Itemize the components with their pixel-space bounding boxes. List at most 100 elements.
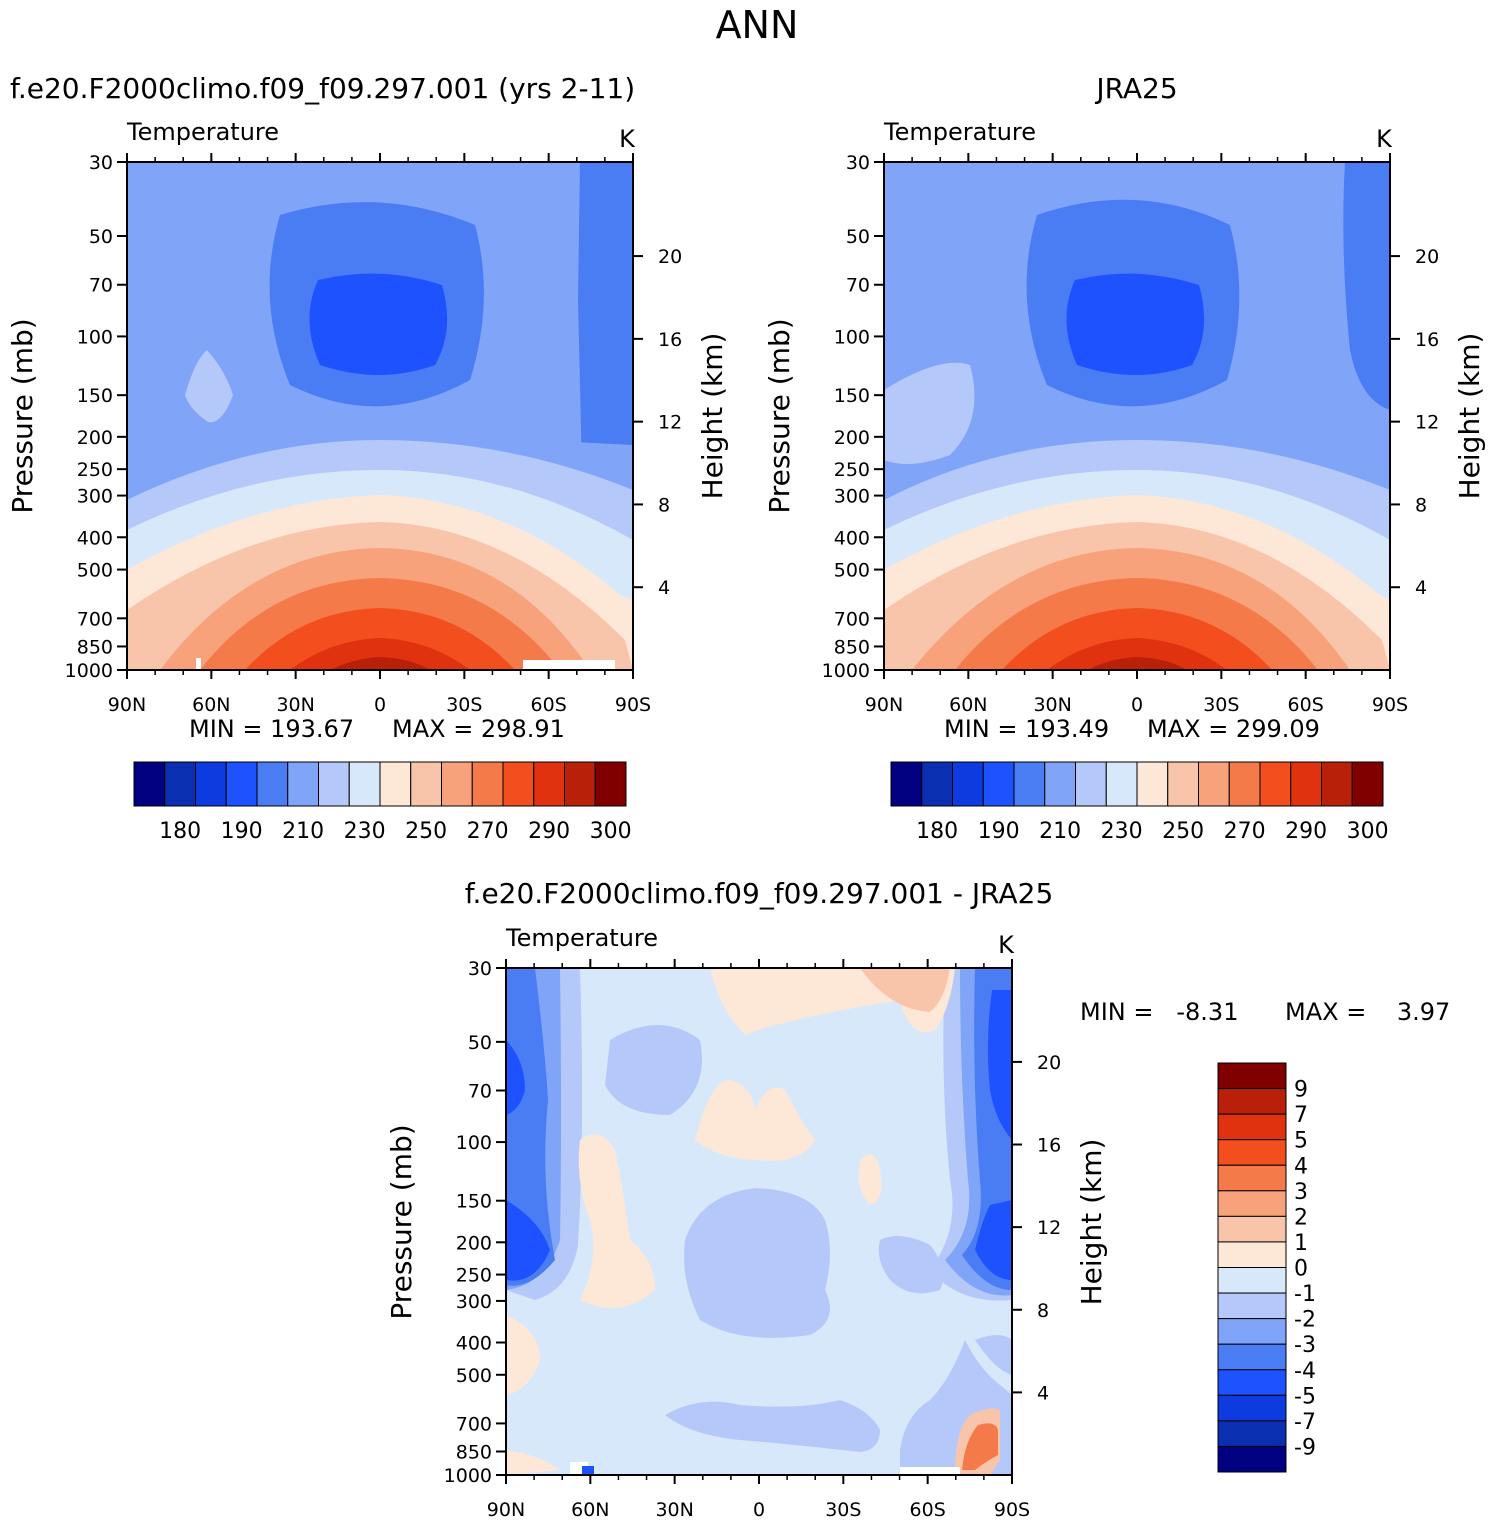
pressure-tick-label: 200 [834,427,870,449]
colorbar-label: 300 [1347,819,1389,844]
height-tick-label: 16 [658,329,682,351]
pressure-tick-label: 70 [89,275,113,297]
panel-model-title: f.e20.F2000climo.f09_f09.297.001 (yrs 2-… [10,72,635,105]
colorbar-swatch [318,761,350,807]
colorbar-label: 190 [978,819,1020,844]
colorbar-label: -9 [1294,1435,1316,1460]
height-tick-label: 8 [658,494,670,516]
latitude-tick-label: 60N [571,1499,609,1521]
pressure-tick-label: 400 [456,1333,492,1355]
colorbar-swatch [1217,1190,1287,1217]
colorbar-swatch [441,761,473,807]
colorbar-label: 210 [282,819,324,844]
panel-model-min: MIN = 193.67 [189,715,354,743]
panel-model-y2label: Height (km) [696,333,729,500]
pressure-tick-label: 300 [456,1291,492,1313]
latitude-tick-label: 60N [192,694,230,716]
height-tick-label: 20 [1037,1052,1061,1074]
latitude-tick-label: 30N [655,1499,693,1521]
colorbar-swatch [1217,1062,1287,1090]
colorbar-swatch [1167,761,1199,807]
height-tick-label: 8 [1415,494,1427,516]
colorbar-label: -3 [1294,1333,1316,1358]
colorbar-swatch [1290,761,1322,807]
latitude-tick-label: 30S [1203,694,1239,716]
panel-obs-min: MIN = 193.49 [944,715,1109,743]
latitude-tick-label: 0 [1131,694,1143,716]
colorbar-label: 190 [221,819,263,844]
height-tick-label: 12 [1415,412,1439,434]
colorbar-swatch [410,761,442,807]
colorbar-label: 250 [1162,819,1204,844]
colorbar-label: -2 [1294,1308,1316,1333]
colorbar-swatch [195,761,227,807]
colorbar-label: 210 [1039,819,1081,844]
colorbar-label: 230 [344,819,386,844]
colorbar-swatch [890,761,923,807]
panel-model-max: MAX = 298.91 [392,715,565,743]
latitude-tick-label: 90S [994,1499,1030,1521]
colorbar-swatch [287,761,319,807]
colorbar-label: 270 [1224,819,1266,844]
panel-difference: f.e20.F2000climo.f09_f09.297.001 - JRA25… [385,877,1450,1521]
colorbar-swatch [1217,1267,1287,1294]
panel-model-contours [127,162,633,670]
colorbar-swatch [1217,1139,1287,1166]
colorbar-swatch [1259,761,1292,807]
pressure-tick-label: 50 [468,1032,492,1054]
colorbar-swatch [1198,761,1230,807]
colorbar-swatch [348,761,381,807]
pressure-tick-label: 850 [456,1442,492,1464]
panel-model: f.e20.F2000climo.f09_f09.297.001 (yrs 2-… [6,72,729,844]
latitude-tick-label: 30S [825,1499,861,1521]
latitude-tick-label: 60N [949,694,987,716]
colorbar-swatch [225,761,258,807]
pressure-tick-label: 1000 [444,1465,492,1487]
colorbar-swatch [1351,761,1384,807]
panel-model-variable: Temperature [126,118,279,146]
colorbar-swatch [952,761,984,807]
colorbar-label: 7 [1294,1103,1308,1128]
colorbar-swatch [1217,1292,1287,1320]
pressure-tick-label: 1000 [822,660,870,682]
height-tick-label: 20 [658,246,682,268]
colorbar-label: 270 [467,819,509,844]
latitude-tick-label: 0 [753,1499,765,1521]
colorbar-label: 4 [1294,1154,1308,1179]
pressure-tick-label: 100 [77,326,113,348]
panel-difference-variable: Temperature [505,924,658,952]
colorbar-label: 250 [405,819,447,844]
colorbar-swatch [133,761,166,807]
panel-difference-y2label: Height (km) [1075,1139,1108,1306]
pressure-tick-label: 50 [89,226,113,248]
panel-obs-variable: Temperature [883,118,1036,146]
panel-obs-units: K [1376,125,1393,153]
latitude-tick-label: 90N [487,1499,525,1521]
pressure-tick-label: 30 [89,152,113,174]
latitude-tick-label: 30N [276,694,314,716]
colorbar-swatch [164,761,196,807]
pressure-tick-label: 250 [77,459,113,481]
colorbar-temperature-model: 180 190 210 230 250 270 290 300 [133,761,632,844]
colorbar-swatch [1217,1394,1287,1422]
panel-difference-contours [506,968,1012,1475]
colorbar-swatch [1136,761,1169,807]
colorbar-label: 3 [1294,1180,1308,1205]
colorbar-swatch [1217,1343,1287,1371]
latitude-tick-label: 60S [910,1499,946,1521]
colorbar-label: 9 [1294,1078,1308,1103]
colorbar-swatch [1217,1113,1287,1141]
colorbar-swatch [471,761,504,807]
colorbar-swatch [1044,761,1076,807]
colorbar-label: 1 [1294,1231,1308,1256]
colorbar-label: 5 [1294,1129,1308,1154]
colorbar-swatch [533,761,565,807]
panel-difference-units: K [998,931,1015,959]
pressure-tick-label: 700 [834,608,870,630]
pressure-tick-label: 200 [456,1232,492,1254]
height-tick-label: 20 [1415,246,1439,268]
colorbar-swatch [564,761,596,807]
